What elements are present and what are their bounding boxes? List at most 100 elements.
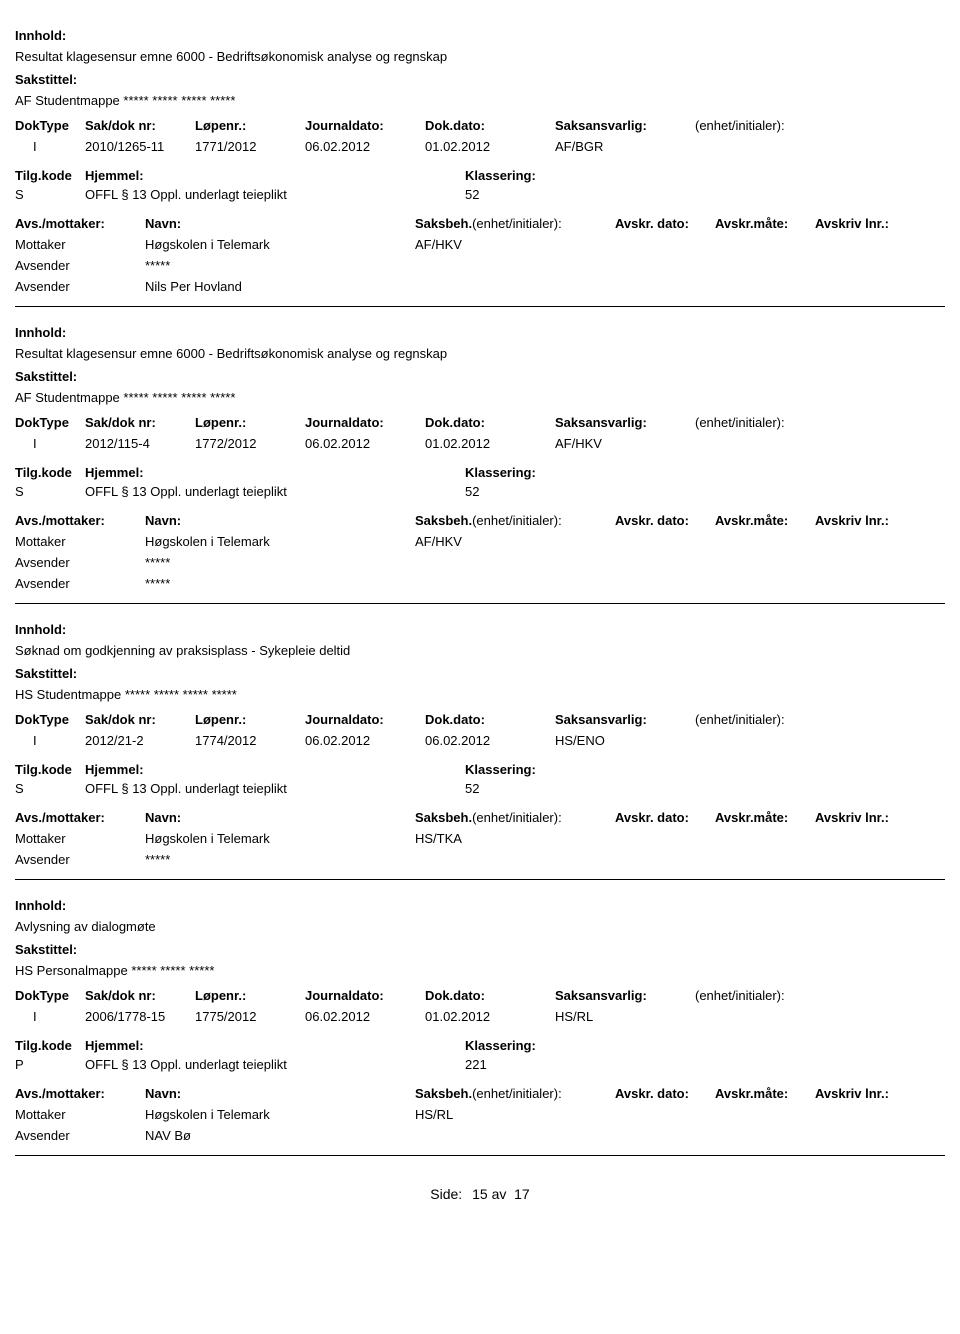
sakdok-value: 2012/115-4 — [85, 436, 195, 451]
journal-record: Innhold: Avlysning av dialogmøte Sakstit… — [15, 880, 945, 1156]
sakstittel-label: Sakstittel: — [15, 72, 945, 87]
party-name: Høgskolen i Telemark — [145, 831, 415, 846]
party-row: Mottaker Høgskolen i Telemark AF/HKV — [15, 237, 945, 252]
enhet-init-value — [695, 733, 945, 748]
hjemmel-header: Hjemmel: — [85, 168, 465, 183]
avskr-dato-header: Avskr. dato: — [615, 810, 715, 825]
party-saksbeh — [415, 258, 615, 273]
party-saksbeh: AF/HKV — [415, 237, 615, 252]
hjemmel-header: Hjemmel: — [85, 1038, 465, 1053]
party-saksbeh — [415, 1128, 615, 1143]
party-row: Avsender ***** — [15, 555, 945, 570]
party-saksbeh: HS/RL — [415, 1107, 615, 1122]
lopenr-value: 1775/2012 — [195, 1009, 305, 1024]
avs-mottaker-header: Avs./mottaker: — [15, 810, 145, 825]
dokdato-value: 01.02.2012 — [425, 1009, 555, 1024]
party-avskr-lnr — [815, 279, 945, 294]
party-role: Avsender — [15, 258, 145, 273]
avskr-mate-header: Avskr.måte: — [715, 1086, 815, 1101]
sakstittel-label: Sakstittel: — [15, 666, 945, 681]
klassering-header: Klassering: — [465, 1038, 585, 1053]
party-name: Høgskolen i Telemark — [145, 237, 415, 252]
party-name: Høgskolen i Telemark — [145, 1107, 415, 1122]
innhold-value: Resultat klagesensur emne 6000 - Bedrift… — [15, 49, 945, 64]
saksansvarlig-value: AF/HKV — [555, 436, 695, 451]
party-role: Avsender — [15, 852, 145, 867]
page-number: 15 — [472, 1186, 488, 1202]
hjemmel-value: OFFL § 13 Oppl. underlagt teieplikt — [85, 484, 465, 499]
party-role: Avsender — [15, 576, 145, 591]
enhet-init-value — [695, 436, 945, 451]
party-name: ***** — [145, 852, 415, 867]
klassering-value: 52 — [465, 781, 585, 796]
journaldato-value: 06.02.2012 — [305, 436, 425, 451]
party-avskr-dato — [615, 237, 715, 252]
party-row: Mottaker Høgskolen i Telemark HS/RL — [15, 1107, 945, 1122]
avskr-mate-header: Avskr.måte: — [715, 216, 815, 231]
meta-header-row: DokType Sak/dok nr: Løpenr.: Journaldato… — [15, 118, 945, 133]
tilgkode-value: P — [15, 1057, 85, 1072]
meta-data-row: I 2012/115-4 1772/2012 06.02.2012 01.02.… — [15, 436, 945, 451]
party-avskr-mate — [715, 279, 815, 294]
tilg-data-row: P OFFL § 13 Oppl. underlagt teieplikt 22… — [15, 1057, 945, 1072]
party-row: Avsender ***** — [15, 258, 945, 273]
party-row: Avsender Nils Per Hovland — [15, 279, 945, 294]
tilg-data-row: S OFFL § 13 Oppl. underlagt teieplikt 52 — [15, 484, 945, 499]
sakstittel-label: Sakstittel: — [15, 942, 945, 957]
meta-header-row: DokType Sak/dok nr: Løpenr.: Journaldato… — [15, 988, 945, 1003]
party-role: Avsender — [15, 279, 145, 294]
lopenr-header: Løpenr.: — [195, 988, 305, 1003]
tilgkode-value: S — [15, 484, 85, 499]
klassering-value: 52 — [465, 484, 585, 499]
avskriv-lnr-header: Avskriv lnr.: — [815, 1086, 945, 1101]
innhold-label: Innhold: — [15, 622, 945, 637]
navn-header: Navn: — [145, 1086, 415, 1101]
parties-header-row: Avs./mottaker: Navn: Saksbeh.(enhet/init… — [15, 810, 945, 825]
sakstittel-label: Sakstittel: — [15, 369, 945, 384]
innhold-value: Avlysning av dialogmøte — [15, 919, 945, 934]
innhold-value: Søknad om godkjenning av praksisplass - … — [15, 643, 945, 658]
party-name: Nils Per Hovland — [145, 279, 415, 294]
saksansvarlig-header: Saksansvarlig: — [555, 712, 695, 727]
party-avskr-mate — [715, 1107, 815, 1122]
tilgkode-header: Tilg.kode — [15, 465, 85, 480]
journaldato-value: 06.02.2012 — [305, 139, 425, 154]
hjemmel-value: OFFL § 13 Oppl. underlagt teieplikt — [85, 1057, 465, 1072]
avskriv-lnr-header: Avskriv lnr.: — [815, 810, 945, 825]
party-name: ***** — [145, 555, 415, 570]
avs-mottaker-header: Avs./mottaker: — [15, 1086, 145, 1101]
party-avskr-mate — [715, 258, 815, 273]
sakstittel-value: AF Studentmappe ***** ***** ***** ***** — [15, 93, 945, 108]
hjemmel-value: OFFL § 13 Oppl. underlagt teieplikt — [85, 187, 465, 202]
party-row: Mottaker Høgskolen i Telemark AF/HKV — [15, 534, 945, 549]
party-avskr-mate — [715, 534, 815, 549]
party-row: Avsender ***** — [15, 852, 945, 867]
av-label: av — [492, 1186, 507, 1202]
saksbeh-header: Saksbeh.(enhet/initialer): — [415, 810, 615, 825]
innhold-label: Innhold: — [15, 898, 945, 913]
klassering-header: Klassering: — [465, 762, 585, 777]
party-avskr-dato — [615, 279, 715, 294]
saksansvarlig-header: Saksansvarlig: — [555, 415, 695, 430]
meta-header-row: DokType Sak/dok nr: Løpenr.: Journaldato… — [15, 712, 945, 727]
party-avskr-dato — [615, 534, 715, 549]
lopenr-header: Løpenr.: — [195, 415, 305, 430]
party-avskr-lnr — [815, 237, 945, 252]
party-avskr-lnr — [815, 258, 945, 273]
saksbeh-header: Saksbeh.(enhet/initialer): — [415, 216, 615, 231]
party-avskr-lnr — [815, 555, 945, 570]
avskr-mate-header: Avskr.måte: — [715, 810, 815, 825]
party-saksbeh: HS/TKA — [415, 831, 615, 846]
party-row: Avsender ***** — [15, 576, 945, 591]
journal-record: Innhold: Resultat klagesensur emne 6000 … — [15, 307, 945, 604]
party-avskr-dato — [615, 831, 715, 846]
dokdato-value: 01.02.2012 — [425, 436, 555, 451]
saksansvarlig-value: HS/ENO — [555, 733, 695, 748]
party-avskr-dato — [615, 576, 715, 591]
party-saksbeh — [415, 576, 615, 591]
party-avskr-mate — [715, 852, 815, 867]
avskr-mate-header: Avskr.måte: — [715, 513, 815, 528]
doktype-value: I — [15, 733, 85, 748]
innhold-label: Innhold: — [15, 28, 945, 43]
dokdato-header: Dok.dato: — [425, 712, 555, 727]
